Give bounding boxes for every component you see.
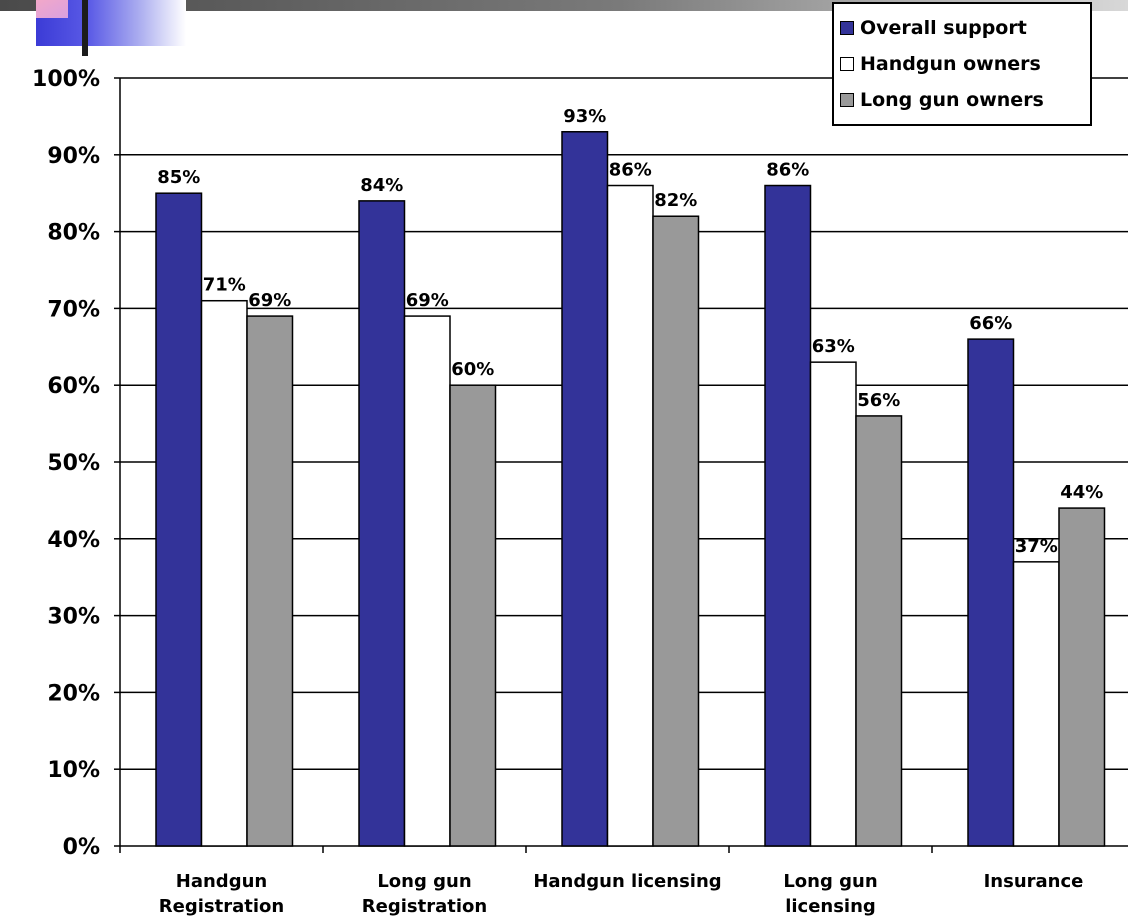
y-tick-label: 10% (47, 758, 100, 783)
data-label: 93% (563, 106, 606, 127)
bar (403, 315, 451, 847)
legend-item-handgun-owners: Handgun owners (840, 46, 1090, 82)
bar (449, 384, 497, 847)
y-tick-label: 100% (32, 67, 100, 92)
legend-swatch-long-gun-owners (840, 93, 854, 107)
data-label: 85% (157, 167, 200, 188)
data-label: 69% (248, 290, 291, 311)
bar (155, 192, 203, 847)
data-label: 86% (766, 160, 809, 181)
bar (967, 338, 1015, 847)
y-tick-label: 50% (47, 451, 100, 476)
bar (246, 315, 294, 847)
data-label: 56% (857, 390, 900, 411)
y-tick-label: 30% (47, 605, 100, 630)
bar (809, 361, 857, 847)
bar (652, 215, 700, 847)
data-label: 66% (969, 313, 1012, 334)
y-tick-label: 90% (47, 144, 100, 169)
legend-label: Handgun owners (860, 53, 1041, 75)
x-category-label: Long gun (377, 871, 471, 892)
chart-legend: Overall support Handgun owners Long gun … (832, 2, 1092, 126)
bar (855, 415, 903, 847)
data-label: 86% (609, 160, 652, 181)
data-label: 63% (812, 336, 855, 357)
x-category-label: Insurance (984, 871, 1084, 892)
y-tick-label: 20% (47, 681, 100, 706)
bar (764, 184, 812, 847)
x-category-label: Handgun (176, 871, 267, 892)
legend-item-long-gun-owners: Long gun owners (840, 82, 1090, 118)
data-label: 84% (360, 175, 403, 196)
legend-label: Overall support (860, 17, 1027, 39)
x-category-label: licensing (785, 896, 876, 917)
y-tick-label: 70% (47, 297, 100, 322)
bar (1058, 507, 1106, 847)
legend-swatch-overall-support (840, 21, 854, 35)
bar (606, 184, 654, 847)
x-category-label: Registration (159, 896, 284, 917)
data-label: 69% (406, 290, 449, 311)
data-label: 44% (1060, 482, 1103, 503)
y-tick-label: 40% (47, 528, 100, 553)
legend-item-overall-support: Overall support (840, 10, 1090, 46)
data-label: 37% (1015, 536, 1058, 557)
bar (200, 299, 248, 847)
bar (561, 131, 609, 847)
bar (358, 200, 406, 847)
x-category-label: Long gun (783, 871, 877, 892)
y-tick-label: 0% (63, 835, 100, 860)
vertical-accent-line (82, 0, 88, 56)
legend-label: Long gun owners (860, 89, 1044, 111)
y-tick-label: 80% (47, 221, 100, 246)
title-bar-decoration (0, 0, 1128, 11)
data-label: 82% (654, 190, 697, 211)
legend-swatch-handgun-owners (840, 57, 854, 71)
x-category-label: Registration (362, 896, 487, 917)
bar (1012, 561, 1060, 847)
x-category-label: Handgun licensing (533, 871, 721, 892)
data-label: 60% (451, 359, 494, 380)
data-label: 71% (203, 275, 246, 296)
y-tick-label: 60% (47, 374, 100, 399)
corner-accent-decoration (36, 0, 68, 18)
